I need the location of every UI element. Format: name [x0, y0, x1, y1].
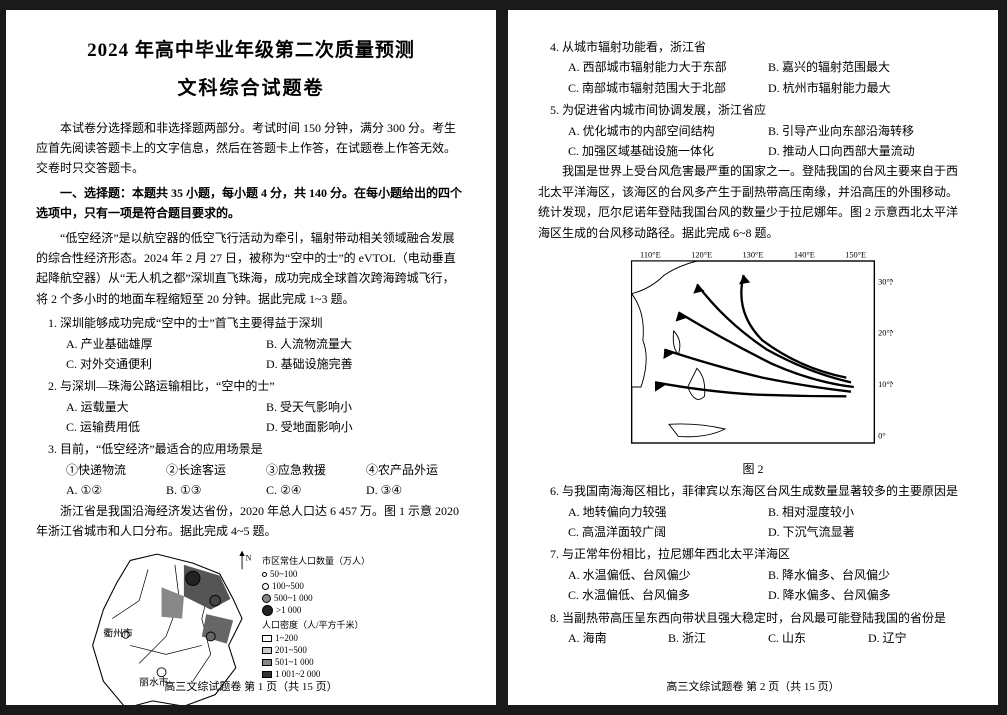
legend-pop-4: >1 000	[276, 605, 301, 615]
q2-options: A. 运载量大 B. 受天气影响小 C. 运输费用低 D. 受地面影响小	[36, 397, 466, 438]
q8-stem: 8. 当副热带高压呈东西向带状且强大稳定时，台风最可能登陆我国的省份是	[538, 608, 968, 628]
q4-stem: 4. 从城市辐射功能看，浙江省	[538, 37, 968, 57]
q1-C: C. 对外交通便利	[66, 354, 266, 374]
q8-B: B. 浙江	[668, 628, 768, 648]
q3-i3: ③应急救援	[266, 460, 366, 480]
q3-stem: 3. 目前，“低空经济”最适合的应用场景是	[36, 439, 466, 459]
q3-items: ①快递物流 ②长途客运 ③应急救援 ④农产品外运	[36, 460, 466, 480]
svg-text:N: N	[246, 554, 252, 563]
lat-20: 20°N	[878, 329, 893, 338]
q2-stem: 2. 与深圳—珠海公路运输相比，“空中的士”	[36, 376, 466, 396]
q2-B: B. 受天气影响小	[266, 397, 466, 417]
legend-pop-3: 500~1 000	[274, 593, 313, 603]
q2-A: A. 运载量大	[66, 397, 266, 417]
q4-C: C. 南部城市辐射范围大于北部	[568, 78, 768, 98]
title-line2: 文科综合试题卷	[36, 73, 466, 105]
lon-150: 150°E	[845, 250, 866, 259]
q6-B: B. 相对湿度较小	[768, 502, 968, 522]
q6-options: A. 地转偏向力较强 B. 相对湿度较小 C. 高温洋面较广阔 D. 下沉气流显…	[538, 502, 968, 543]
q3-options: A. ①② B. ①③ C. ②④ D. ③④	[36, 480, 466, 500]
title-line1: 2024 年高中毕业年级第二次质量预测	[36, 35, 466, 67]
footer-page1: 高三文综试题卷 第 1 页（共 15 页）	[6, 678, 496, 697]
q3-A: A. ①②	[66, 480, 166, 500]
page-1: 2024 年高中毕业年级第二次质量预测 文科综合试题卷 本试卷分选择题和非选择题…	[6, 10, 496, 705]
lat-0: 0°	[878, 431, 886, 440]
q6-C: C. 高温洋面较广阔	[568, 522, 768, 542]
lon-130: 130°E	[742, 250, 763, 259]
q5-A: A. 优化城市的内部空间结构	[568, 121, 768, 141]
q1-options: A. 产业基础雄厚 B. 人流物流量大 C. 对外交通便利 D. 基础设施完善	[36, 334, 466, 375]
q4-D: D. 杭州市辐射能力最大	[768, 78, 968, 98]
figure-2: 110°E 120°E 130°E 140°E 150°E 30°N 20°N …	[613, 247, 893, 479]
context-6-8: 我国是世界上受台风危害最严重的国家之一。登陆我国的台风主要来自于西北太平洋海区，…	[538, 161, 968, 243]
legend-dens-1: 1~200	[275, 633, 298, 643]
q1-stem: 1. 深圳能够成功完成“空中的士”首飞主要得益于深圳	[36, 313, 466, 333]
q3-C: C. ②④	[266, 480, 366, 500]
intro-para: 本试卷分选择题和非选择题两部分。考试时间 150 分钟，满分 300 分。考生应…	[36, 118, 466, 179]
q7-options: A. 水温偏低、台风偏少 B. 降水偏多、台风偏少 C. 水温偏低、台风偏多 D…	[538, 565, 968, 606]
q1-B: B. 人流物流量大	[266, 334, 466, 354]
legend-pop-head: 市区常住人口数量（万人）	[262, 555, 370, 567]
q5-options: A. 优化城市的内部空间结构 B. 引导产业向东部沿海转移 C. 加强区域基础设…	[538, 121, 968, 162]
q6-stem: 6. 与我国南海海区相比，菲律宾以东海区台风生成数量显著较多的主要原因是	[538, 481, 968, 501]
q4-B: B. 嘉兴的辐射范围最大	[768, 57, 968, 77]
q3-B: B. ①③	[166, 480, 266, 500]
legend-dens-2: 201~500	[275, 645, 307, 655]
lat-10: 10°N	[878, 380, 893, 389]
q3-D: D. ③④	[366, 480, 466, 500]
context-1-3: “低空经济”是以航空器的低空飞行活动为牵引，辐射带动相关领域融合发展的综合性经济…	[36, 228, 466, 310]
q4-A: A. 西部城市辐射能力大于东部	[568, 57, 768, 77]
q3-i2: ②长途客运	[166, 460, 266, 480]
lon-120: 120°E	[691, 250, 712, 259]
footer-page2: 高三文综试题卷 第 2 页（共 15 页）	[508, 678, 998, 697]
q7-C: C. 水温偏低、台风偏多	[568, 585, 768, 605]
q8-options: A. 海南 B. 浙江 C. 山东 D. 辽宁	[538, 628, 968, 648]
q7-B: B. 降水偏多、台风偏少	[768, 565, 968, 585]
q6-A: A. 地转偏向力较强	[568, 502, 768, 522]
q8-C: C. 山东	[768, 628, 868, 648]
figure-1-legend: 市区常住人口数量（万人） 50~100 100~500 500~1 000 >1…	[262, 555, 370, 680]
q5-stem: 5. 为促进省内城市间协调发展，浙江省应	[538, 100, 968, 120]
legend-pop-2: 100~500	[272, 581, 304, 591]
lat-30: 30°N	[878, 277, 893, 286]
city-quzhou-label: 衢州市	[103, 627, 133, 640]
lon-110: 110°E	[640, 250, 661, 259]
legend-dens-3: 501~1 000	[275, 657, 314, 667]
q8-D: D. 辽宁	[868, 628, 968, 648]
q7-D: D. 降水偏多、台风偏多	[768, 585, 968, 605]
lon-140: 140°E	[794, 250, 815, 259]
section1-head: 一、选择题：本题共 35 小题，每小题 4 分，共 140 分。在每小题给出的四…	[36, 183, 466, 224]
page-2: 4. 从城市辐射功能看，浙江省 A. 西部城市辐射能力大于东部 B. 嘉兴的辐射…	[508, 10, 998, 705]
q2-D: D. 受地面影响小	[266, 417, 466, 437]
q1-A: A. 产业基础雄厚	[66, 334, 266, 354]
legend-dens-head: 人口密度（人/平方千米）	[262, 619, 370, 631]
q4-options: A. 西部城市辐射能力大于东部 B. 嘉兴的辐射范围最大 C. 南部城市辐射范围…	[538, 57, 968, 98]
q3-i4: ④农产品外运	[366, 460, 466, 480]
q2-C: C. 运输费用低	[66, 417, 266, 437]
q5-D: D. 推动人口向西部大量流动	[768, 141, 968, 161]
q1-D: D. 基础设施完善	[266, 354, 466, 374]
q3-i1: ①快递物流	[66, 460, 166, 480]
q7-A: A. 水温偏低、台风偏少	[568, 565, 768, 585]
q5-B: B. 引导产业向东部沿海转移	[768, 121, 968, 141]
legend-pop-1: 50~100	[270, 569, 297, 579]
context-4-5: 浙江省是我国沿海经济发达省份，2020 年总人口达 6 457 万。图 1 示意…	[36, 501, 466, 542]
q8-A: A. 海南	[568, 628, 668, 648]
q6-D: D. 下沉气流显著	[768, 522, 968, 542]
figure-2-label: 图 2	[613, 459, 893, 479]
q5-C: C. 加强区域基础设施一体化	[568, 141, 768, 161]
q7-stem: 7. 与正常年份相比，拉尼娜年西北太平洋海区	[538, 544, 968, 564]
